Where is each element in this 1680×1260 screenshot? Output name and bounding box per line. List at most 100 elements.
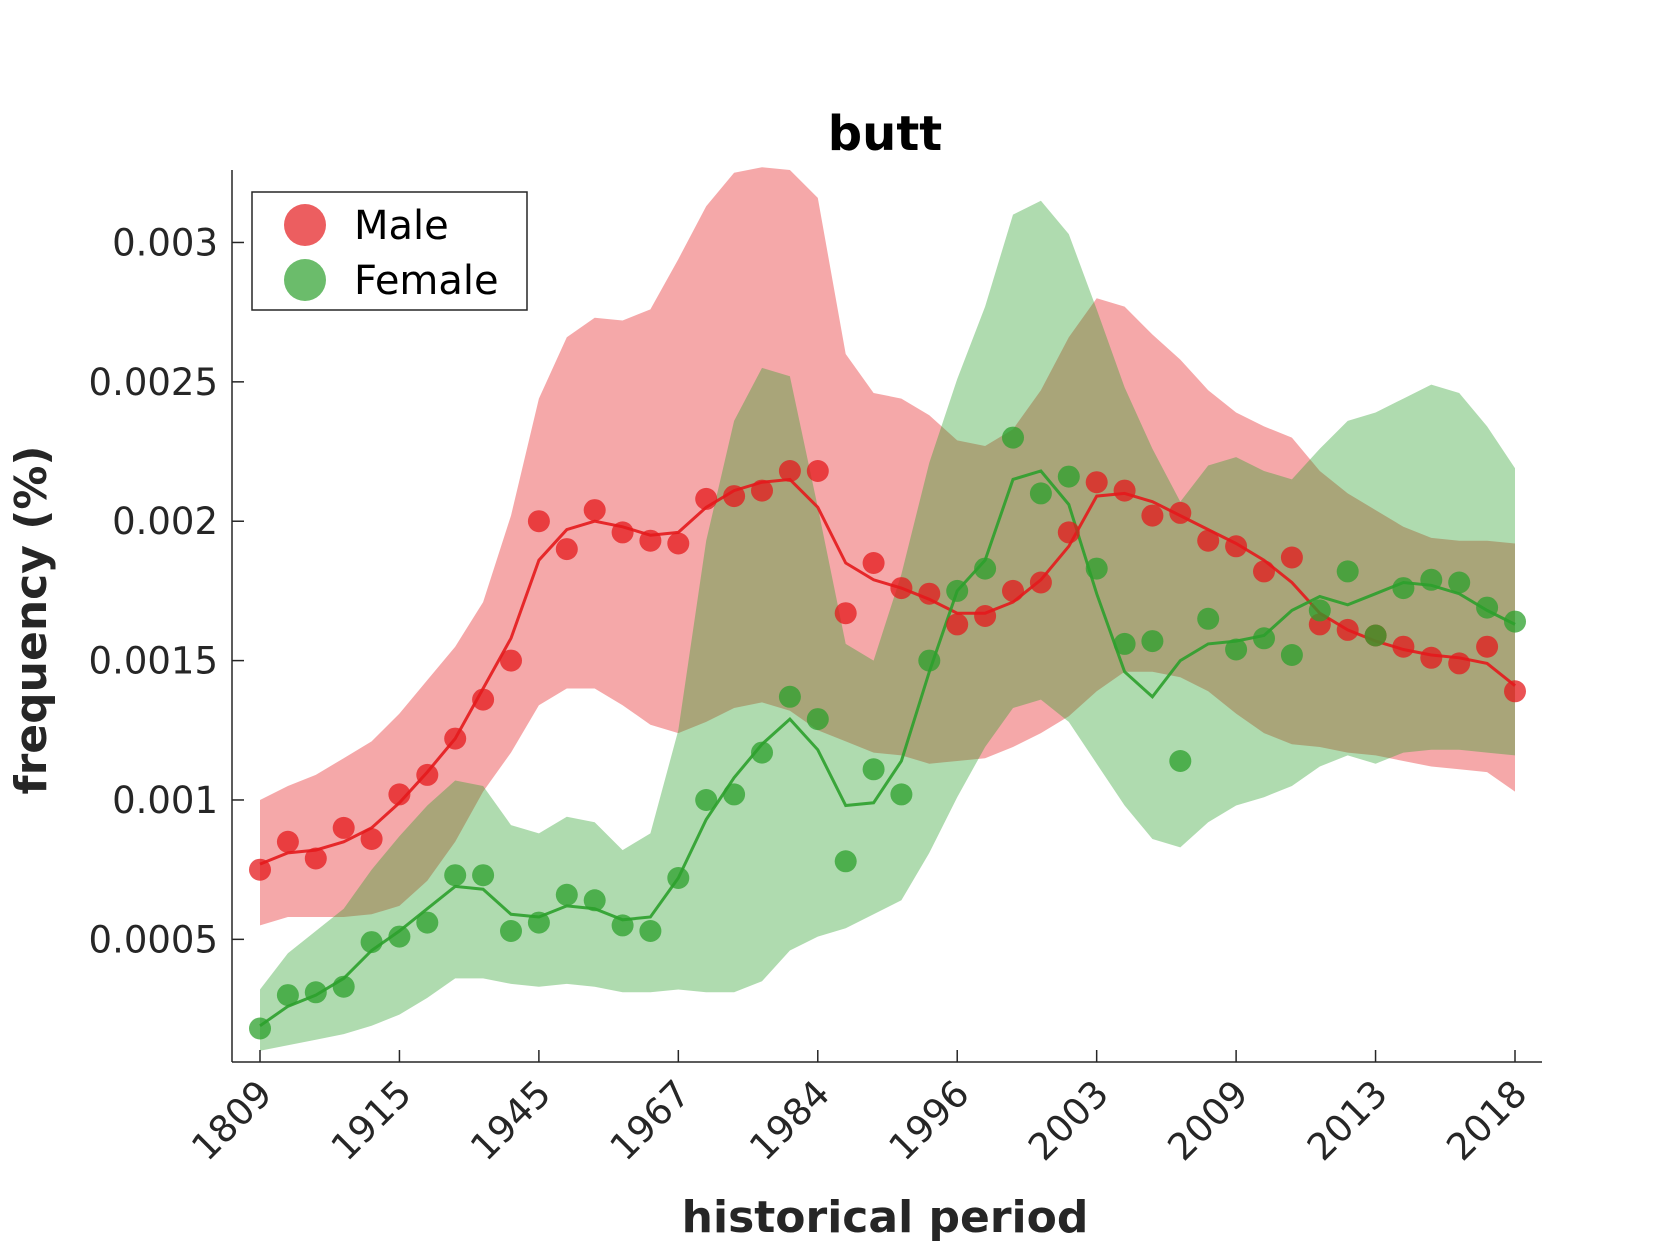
data-point-female — [1448, 571, 1471, 594]
data-point-female — [946, 579, 969, 602]
legend-label-female: Female — [354, 258, 499, 304]
data-point-female — [695, 789, 718, 811]
x-tick-label: 2003 — [1020, 1072, 1117, 1169]
data-point-female — [639, 920, 662, 942]
data-point-female — [1336, 560, 1359, 583]
y-tick-label: 0.001 — [112, 779, 218, 822]
chart-title: butt — [828, 106, 942, 162]
data-point-female — [1113, 632, 1136, 655]
trend-line-female — [259, 469, 1516, 1028]
data-point-female — [304, 981, 327, 1004]
data-point-male — [639, 529, 662, 552]
data-point-female — [500, 920, 522, 942]
y-axis-ticks: 0.0005 0.001 0.0015 0.002 0.0025 0.003 — [89, 221, 244, 961]
data-point-male — [1169, 501, 1192, 524]
data-point-female — [723, 783, 746, 806]
data-point-female — [1057, 465, 1080, 488]
data-point-male — [778, 460, 801, 482]
y-tick-label: 0.0005 — [89, 918, 218, 961]
data-point-female — [1169, 750, 1192, 772]
data-point-female — [1308, 599, 1331, 622]
data-point-male — [304, 847, 327, 870]
data-point-female — [834, 850, 857, 873]
data-point-female — [416, 911, 439, 934]
data-point-female — [1253, 627, 1275, 650]
data-point-male — [611, 521, 634, 544]
data-point-female — [583, 889, 606, 912]
data-point-female — [444, 864, 467, 887]
x-tick-label: 1809 — [183, 1072, 280, 1169]
x-tick-label: 1967 — [602, 1072, 699, 1169]
data-point-female — [1141, 630, 1164, 653]
data-point-female — [555, 883, 578, 906]
data-point-male — [527, 510, 550, 533]
data-point-female — [918, 649, 941, 672]
trend-lines — [259, 469, 1516, 1028]
data-point-female — [806, 708, 829, 731]
data-point-male — [1085, 471, 1108, 494]
data-point-male — [276, 830, 299, 853]
y-axis-label: frequency (%) — [6, 445, 57, 794]
legend: Male Female — [251, 191, 528, 311]
legend-marker-female — [284, 259, 326, 301]
data-point-female — [1225, 638, 1248, 661]
data-point-male — [1197, 529, 1220, 552]
data-point-male — [416, 763, 439, 786]
data-point-male — [388, 783, 411, 806]
legend-marker-male — [284, 204, 326, 246]
data-point-female — [974, 557, 997, 580]
data-point-female — [611, 914, 634, 937]
data-point-male — [974, 605, 997, 627]
legend-label-male: Male — [354, 203, 449, 249]
y-tick-label: 0.003 — [112, 221, 218, 264]
y-tick-label: 0.0015 — [89, 640, 218, 683]
data-point-female — [890, 783, 913, 806]
data-point-male — [360, 828, 383, 850]
data-point-female — [360, 931, 383, 954]
data-point-female — [1504, 610, 1526, 633]
data-point-male — [695, 487, 718, 510]
data-point-male — [583, 499, 606, 522]
data-point-female — [1364, 624, 1387, 647]
data-point-female — [751, 741, 773, 764]
x-tick-label: 1915 — [323, 1072, 420, 1169]
x-tick-label: 1984 — [741, 1072, 838, 1169]
data-point-male — [1141, 504, 1164, 527]
confidence-bands — [260, 167, 1515, 1051]
data-point-male — [1336, 618, 1359, 641]
axes — [231, 170, 1542, 1063]
data-point-male — [1029, 571, 1052, 594]
data-point-male — [1225, 535, 1248, 558]
data-point-male — [332, 816, 355, 839]
data-point-female — [472, 864, 495, 887]
data-point-female — [332, 975, 355, 998]
data-point-female — [1420, 568, 1443, 591]
data-point-male — [1392, 635, 1415, 658]
x-tick-label: 1996 — [881, 1072, 978, 1169]
data-point-female — [1392, 577, 1415, 600]
y-tick-label: 0.0025 — [89, 361, 218, 404]
data-point-female — [1002, 426, 1024, 449]
data-point-male — [1476, 635, 1499, 658]
data-point-female — [1085, 557, 1108, 580]
data-point-female — [388, 925, 411, 948]
data-point-male — [918, 582, 941, 605]
data-point-male — [751, 479, 773, 502]
data-point-male — [1113, 479, 1136, 502]
data-point-female — [778, 685, 801, 708]
data-point-female — [1197, 607, 1220, 630]
data-point-male — [667, 532, 690, 555]
data-point-male — [1504, 680, 1526, 703]
data-point-female — [1476, 596, 1499, 619]
data-point-male — [1253, 560, 1275, 583]
data-point-male — [806, 460, 829, 482]
data-point-male — [723, 485, 746, 508]
x-axis-label: historical period — [682, 1192, 1089, 1243]
data-point-female — [862, 758, 885, 781]
data-point-male — [890, 577, 913, 600]
x-tick-label: 1945 — [462, 1072, 559, 1169]
data-points — [249, 426, 1526, 1040]
data-point-male — [862, 552, 885, 574]
data-point-female — [527, 911, 550, 934]
